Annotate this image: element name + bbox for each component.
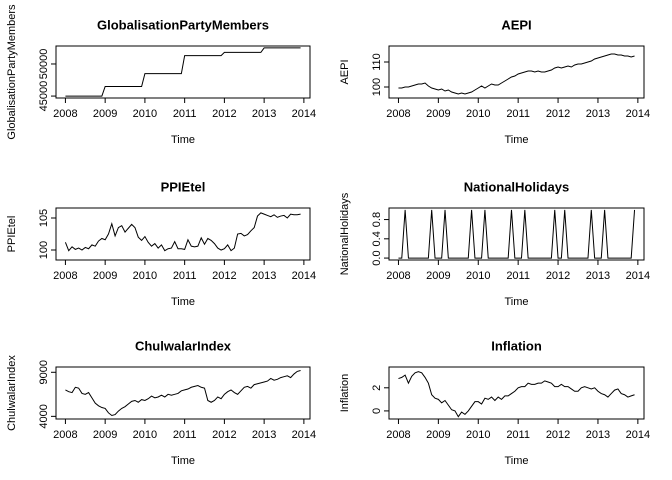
x-tick-label: 2014 bbox=[626, 270, 650, 282]
y-tick-label: 0.4 bbox=[371, 231, 383, 246]
y-axis-label: ChulwalarIndex bbox=[6, 355, 18, 431]
chart-title: NationalHolidays bbox=[464, 179, 569, 194]
plot-frame bbox=[388, 366, 645, 420]
chart-title: AEPI bbox=[501, 17, 531, 32]
y-axis-label: PPIEtel bbox=[6, 216, 18, 253]
x-tick-label: 2012 bbox=[212, 429, 236, 441]
x-tick-label: 2013 bbox=[586, 429, 610, 441]
x-tick-label: 2012 bbox=[546, 108, 570, 120]
x-tick-label: 2013 bbox=[252, 429, 276, 441]
plot-frame bbox=[388, 207, 645, 261]
x-tick-label: 2012 bbox=[546, 429, 570, 441]
x-axis-label: Time bbox=[504, 455, 528, 467]
x-axis-label: Time bbox=[504, 134, 528, 146]
x-tick-label: 2010 bbox=[466, 270, 490, 282]
series-line bbox=[398, 209, 636, 259]
y-tick-label: 50000 bbox=[38, 49, 50, 80]
x-tick-label: 2009 bbox=[426, 108, 450, 120]
x-tick-label: 2014 bbox=[292, 429, 316, 441]
x-tick-label: 2012 bbox=[546, 270, 570, 282]
x-tick-label: 2011 bbox=[173, 270, 197, 282]
y-tick-label: 100 bbox=[371, 78, 383, 96]
y-axis-label: GlobalisationPartyMembers bbox=[6, 4, 18, 140]
chart-title: GlobalisationPartyMembers bbox=[97, 17, 269, 32]
x-tick-label: 2009 bbox=[93, 108, 117, 120]
y-tick-label: 110 bbox=[371, 53, 383, 71]
y-tick-label: 0.0 bbox=[371, 250, 383, 265]
y-tick-label: 2 bbox=[371, 385, 383, 391]
y-tick-label: 0.8 bbox=[371, 212, 383, 227]
chart-title: ChulwalarIndex bbox=[135, 338, 232, 353]
x-tick-label: 2014 bbox=[626, 429, 650, 441]
x-tick-label: 2014 bbox=[292, 270, 316, 282]
series-line bbox=[65, 47, 301, 97]
series-line bbox=[398, 371, 635, 418]
x-tick-label: 2011 bbox=[173, 429, 197, 441]
x-tick-label: 2010 bbox=[466, 108, 490, 120]
plot-frame bbox=[55, 366, 311, 420]
y-axis-label: NationalHolidays bbox=[339, 192, 351, 275]
plot-frame bbox=[388, 45, 645, 99]
x-tick-label: 2009 bbox=[93, 429, 117, 441]
y-tick-label: 105 bbox=[38, 209, 50, 227]
x-tick-label: 2008 bbox=[386, 270, 410, 282]
x-axis-label: Time bbox=[171, 296, 195, 308]
x-tick-label: 2011 bbox=[506, 108, 530, 120]
x-tick-label: 2013 bbox=[586, 108, 610, 120]
x-tick-label: 2008 bbox=[386, 108, 410, 120]
x-tick-label: 2011 bbox=[506, 270, 530, 282]
x-tick-label: 2009 bbox=[426, 270, 450, 282]
x-tick-label: 2013 bbox=[252, 108, 276, 120]
x-tick-label: 2008 bbox=[53, 429, 77, 441]
y-tick-label: 9000 bbox=[38, 360, 50, 384]
y-axis-label: AEPI bbox=[339, 59, 351, 84]
x-tick-label: 2009 bbox=[426, 429, 450, 441]
series-line bbox=[65, 370, 301, 417]
series-line bbox=[64, 212, 301, 252]
y-tick-label: 0 bbox=[371, 408, 383, 414]
x-tick-label: 2014 bbox=[292, 108, 316, 120]
y-axis-label: Inflation bbox=[339, 374, 351, 413]
x-tick-label: 2009 bbox=[93, 270, 117, 282]
chart-title: Inflation bbox=[491, 338, 542, 353]
x-tick-label: 2010 bbox=[133, 108, 157, 120]
x-axis-label: Time bbox=[504, 296, 528, 308]
x-tick-label: 2014 bbox=[626, 108, 650, 120]
x-tick-label: 2011 bbox=[173, 108, 197, 120]
x-tick-label: 2008 bbox=[53, 270, 77, 282]
x-tick-label: 2008 bbox=[386, 429, 410, 441]
x-tick-label: 2012 bbox=[212, 270, 236, 282]
x-tick-label: 2008 bbox=[53, 108, 77, 120]
x-axis-label: Time bbox=[171, 134, 195, 146]
x-tick-label: 2010 bbox=[133, 429, 157, 441]
x-axis-label: Time bbox=[171, 455, 195, 467]
x-tick-label: 2010 bbox=[466, 429, 490, 441]
y-tick-label: 100 bbox=[38, 241, 50, 259]
y-tick-label: 4000 bbox=[38, 404, 50, 428]
series-line bbox=[398, 53, 635, 95]
x-tick-label: 2011 bbox=[506, 429, 530, 441]
x-tick-label: 2013 bbox=[252, 270, 276, 282]
y-tick-label: 45000 bbox=[38, 81, 50, 112]
x-tick-label: 2010 bbox=[133, 270, 157, 282]
plot-frame bbox=[55, 45, 311, 99]
chart-title: PPIEtel bbox=[161, 179, 206, 194]
x-tick-label: 2012 bbox=[212, 108, 236, 120]
x-tick-label: 2013 bbox=[586, 270, 610, 282]
